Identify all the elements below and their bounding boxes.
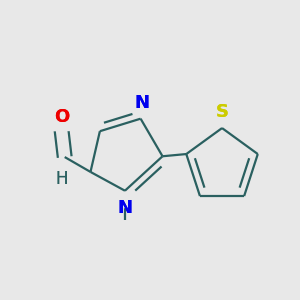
Text: H: H — [55, 169, 68, 188]
Text: N: N — [117, 199, 132, 217]
Text: N: N — [135, 94, 150, 112]
Bar — [116, 195, 134, 207]
Bar — [214, 113, 230, 125]
Bar — [54, 118, 69, 130]
Text: S: S — [215, 103, 229, 121]
Text: S: S — [215, 103, 229, 121]
Text: N: N — [135, 94, 150, 112]
Text: H: H — [55, 169, 68, 188]
Text: N: N — [117, 199, 132, 217]
Text: O: O — [54, 108, 69, 126]
Bar — [134, 105, 151, 116]
Text: O: O — [54, 108, 69, 126]
